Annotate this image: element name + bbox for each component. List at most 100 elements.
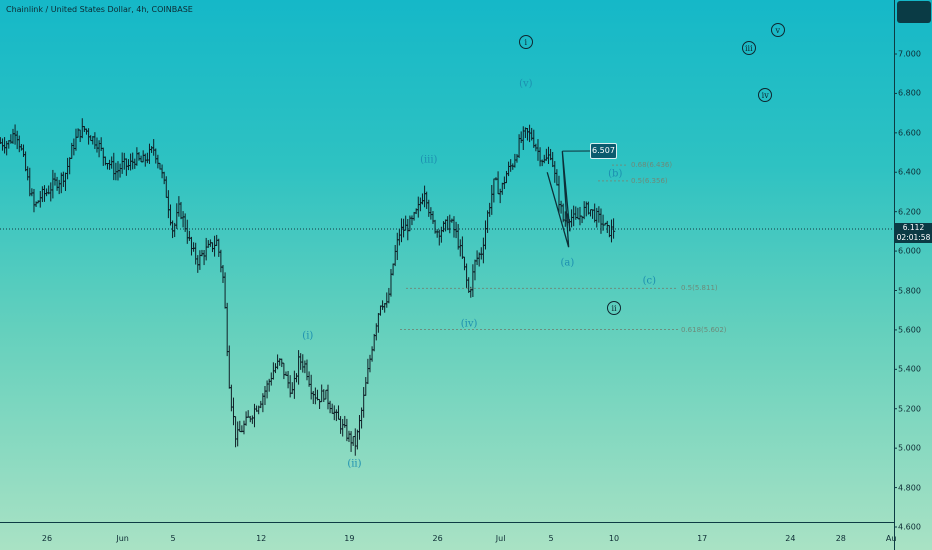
ohlc-bar bbox=[275, 354, 280, 370]
x-tick-label: 5 bbox=[548, 534, 554, 543]
ohlc-bar bbox=[267, 378, 271, 392]
wave-label-minor[interactable]: (ii) bbox=[347, 458, 362, 470]
ohlc-bar bbox=[32, 188, 36, 213]
ohlc-bar bbox=[110, 156, 114, 169]
ohlc-bar bbox=[149, 146, 154, 153]
ohlc-bar bbox=[399, 218, 404, 243]
wave-label-major[interactable]: i bbox=[518, 35, 533, 50]
ohlc-bar bbox=[601, 214, 605, 231]
ohlc-bar bbox=[328, 400, 332, 414]
last-price-tag: 6.112 02:01:58 bbox=[895, 223, 932, 243]
ohlc-bar bbox=[217, 238, 221, 257]
ohlc-bar bbox=[443, 219, 448, 232]
ohlc-bar bbox=[162, 171, 166, 185]
ohlc-bar bbox=[393, 244, 397, 267]
ohlc-bar bbox=[156, 154, 160, 169]
wave-label-minor[interactable]: (v) bbox=[519, 78, 533, 90]
ohlc-bar bbox=[2, 137, 7, 154]
ohlc-bar bbox=[448, 214, 452, 234]
ohlc-bar bbox=[236, 421, 240, 447]
ohlc-bar bbox=[364, 377, 368, 396]
ohlc-bar bbox=[611, 218, 616, 239]
ohlc-bar bbox=[175, 203, 179, 229]
ohlc-bar bbox=[299, 353, 303, 370]
ohlc-bar bbox=[303, 360, 307, 374]
ohlc-bar bbox=[391, 263, 395, 276]
ohlc-bar bbox=[513, 153, 517, 168]
ohlc-bar bbox=[89, 135, 93, 142]
ohlc-bar bbox=[389, 268, 393, 297]
y-tick-label: 5.400 bbox=[898, 364, 921, 374]
y-tick-label: 5.200 bbox=[898, 404, 921, 414]
ohlc-bar bbox=[198, 250, 202, 270]
ohlc-bar bbox=[431, 211, 435, 224]
ohlc-bar bbox=[0, 138, 5, 151]
y-tick-label: 5.000 bbox=[898, 443, 921, 453]
ohlc-bar bbox=[122, 152, 126, 170]
ohlc-bar bbox=[23, 151, 28, 172]
ohlc-bar bbox=[296, 350, 301, 385]
ohlc-bar bbox=[265, 380, 269, 399]
wave-label-major[interactable]: iv bbox=[758, 88, 773, 103]
ohlc-bar bbox=[517, 134, 521, 158]
ohlc-bar bbox=[532, 129, 536, 148]
ohlc-bar bbox=[55, 176, 59, 191]
ohlc-bar bbox=[120, 152, 124, 174]
ohlc-bar bbox=[311, 390, 315, 404]
y-tick-label: 7.000 bbox=[898, 49, 921, 59]
ohlc-bar bbox=[103, 156, 107, 166]
ohlc-bar bbox=[397, 228, 401, 246]
ohlc-bar bbox=[418, 197, 422, 212]
ohlc-bar bbox=[19, 143, 23, 151]
ohlc-bar bbox=[383, 303, 387, 313]
abc-pattern[interactable] bbox=[546, 151, 571, 248]
ohlc-bar bbox=[324, 389, 328, 400]
ohlc-bar bbox=[5, 140, 9, 156]
wave-label-minor[interactable]: (iii) bbox=[420, 154, 438, 166]
y-tick-label: 4.600 bbox=[898, 522, 921, 532]
ohlc-bar bbox=[582, 201, 586, 220]
ohlc-bar bbox=[551, 151, 555, 168]
ohlc-bar bbox=[227, 345, 231, 389]
ohlc-bar bbox=[145, 152, 149, 164]
wave-label-minor[interactable]: (b) bbox=[608, 168, 623, 180]
x-tick-label: 28 bbox=[835, 534, 846, 543]
ohlc-bar bbox=[485, 210, 490, 233]
ohlc-bar bbox=[273, 363, 278, 374]
ohlc-bar bbox=[305, 359, 309, 381]
ohlc-bar bbox=[500, 182, 504, 195]
y-tick-label: 6.200 bbox=[898, 207, 921, 217]
ohlc-bar bbox=[404, 215, 408, 231]
ohlc-bar bbox=[355, 429, 359, 450]
ohlc-bar bbox=[456, 224, 460, 250]
wave-label-minor[interactable]: (a) bbox=[560, 257, 575, 269]
ohlc-bar bbox=[590, 209, 595, 219]
ohlc-bar bbox=[34, 201, 38, 208]
wave-label-minor[interactable]: (iv) bbox=[460, 318, 478, 330]
ohlc-bar bbox=[385, 292, 389, 308]
wave-label-major[interactable]: iii bbox=[741, 41, 756, 56]
wave-label-major[interactable]: ii bbox=[607, 301, 621, 316]
ohlc-bar bbox=[11, 128, 15, 144]
ohlc-bar bbox=[105, 163, 110, 170]
ohlc-bar bbox=[128, 153, 133, 171]
ohlc-bar bbox=[28, 167, 32, 197]
ohlc-bar bbox=[609, 219, 614, 243]
ohlc-bar bbox=[572, 205, 576, 227]
ohlc-bar bbox=[378, 305, 383, 316]
ohlc-bar bbox=[290, 382, 294, 395]
wave-label-major[interactable]: v bbox=[770, 23, 785, 38]
wave-label-minor[interactable]: (i) bbox=[302, 330, 314, 342]
ohlc-bar bbox=[223, 272, 227, 309]
ohlc-bar bbox=[154, 148, 158, 164]
toolbar-box[interactable] bbox=[897, 1, 931, 23]
x-tick-label: 19 bbox=[344, 534, 355, 543]
ohlc-bar bbox=[313, 387, 317, 405]
ohlc-bar bbox=[7, 140, 11, 149]
ohlc-bar bbox=[68, 157, 72, 175]
ohlc-bar bbox=[225, 302, 229, 357]
ohlc-bar bbox=[231, 397, 236, 426]
wave-label-minor[interactable]: (c) bbox=[642, 275, 656, 287]
